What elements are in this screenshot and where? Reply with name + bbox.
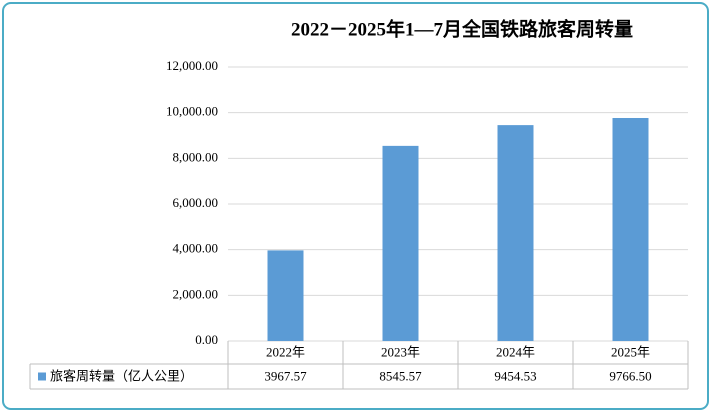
bar xyxy=(497,125,534,341)
table-value: 3967.57 xyxy=(264,368,307,383)
x-tick-label: 2024年 xyxy=(496,344,535,359)
chart-border xyxy=(2,2,709,410)
bar xyxy=(267,250,304,341)
y-tick-label: 8,000.00 xyxy=(173,149,219,164)
legend-swatch xyxy=(38,372,46,381)
chart-title: 2022－2025年1—7月全国铁路旅客周转量 xyxy=(291,17,633,40)
table-value: 9454.53 xyxy=(494,368,536,383)
y-tick-label: 2,000.00 xyxy=(173,286,219,301)
table-value: 9766.50 xyxy=(609,368,651,383)
x-tick-label: 2025年 xyxy=(611,344,650,359)
y-tick-label: 12,000.00 xyxy=(166,58,218,73)
bar xyxy=(612,117,649,341)
y-tick-label: 0.00 xyxy=(195,332,218,347)
y-tick-label: 10,000.00 xyxy=(166,104,218,119)
x-tick-label: 2022年 xyxy=(266,344,305,359)
legend-label: 旅客周转量（亿人公里） xyxy=(50,368,193,383)
table-value: 8545.57 xyxy=(379,368,422,383)
y-tick-label: 6,000.00 xyxy=(173,195,219,210)
bar xyxy=(382,145,419,341)
x-tick-label: 2023年 xyxy=(381,344,420,359)
y-tick-label: 4,000.00 xyxy=(173,241,219,256)
